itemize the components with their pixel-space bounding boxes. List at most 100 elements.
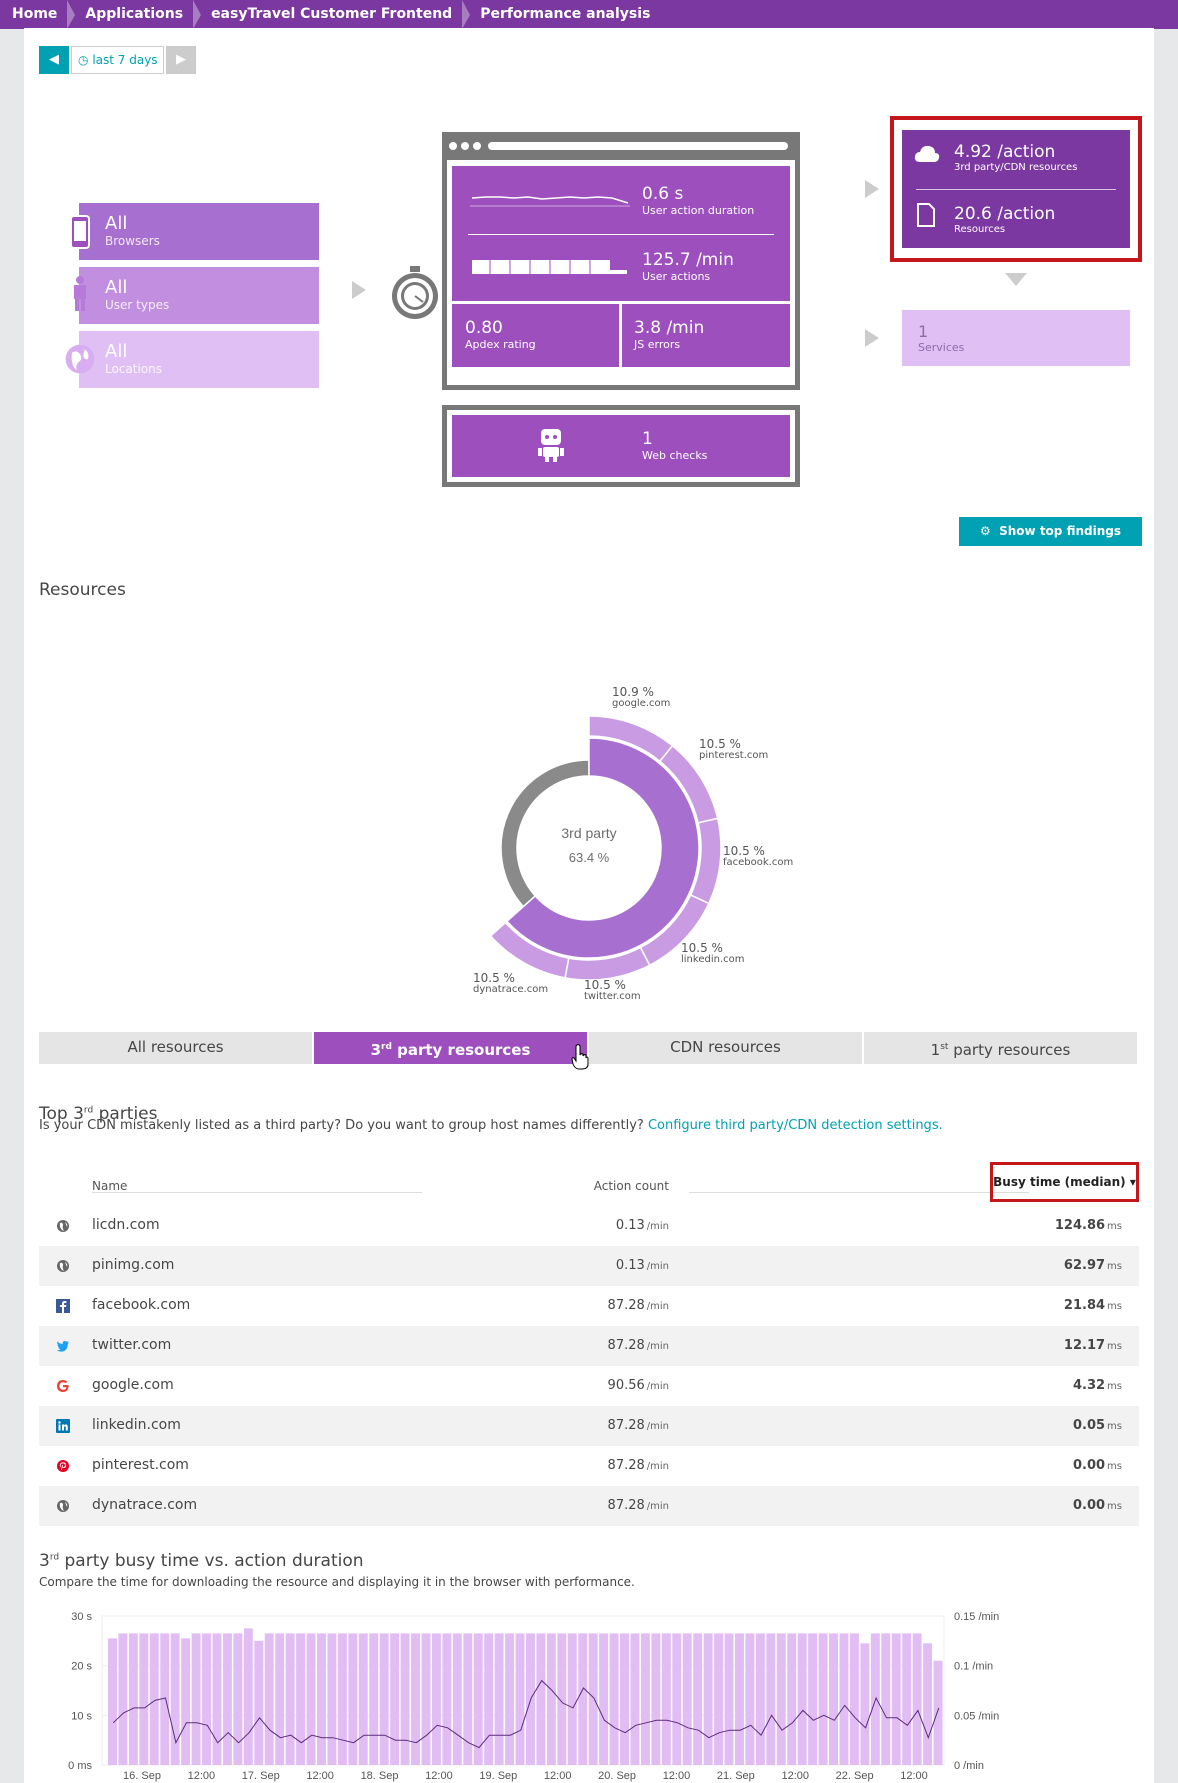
chart-bar[interactable]: [348, 1633, 358, 1765]
chart-bar[interactable]: [327, 1633, 337, 1765]
chart-bar[interactable]: [202, 1633, 211, 1765]
chart-bar[interactable]: [128, 1633, 138, 1765]
filter-locations[interactable]: All Locations: [79, 331, 319, 388]
timeframe-next-button[interactable]: ▶: [166, 46, 196, 74]
chart-bar[interactable]: [923, 1643, 933, 1765]
breadcrumb-application[interactable]: easyTravel Customer Frontend: [199, 0, 471, 29]
chart-bar[interactable]: [578, 1633, 588, 1765]
chart-bar[interactable]: [891, 1633, 901, 1765]
tab-third-party-resources[interactable]: 3rd party resources: [314, 1032, 587, 1064]
chart-bar[interactable]: [546, 1633, 556, 1765]
table-row[interactable]: twitter.com 87.28/min 12.17 ms: [39, 1326, 1139, 1366]
filter-user-types[interactable]: All User types: [79, 267, 319, 324]
chart-bar[interactable]: [839, 1633, 849, 1765]
chart-bar[interactable]: [473, 1633, 483, 1765]
timeframe-selector[interactable]: ◷ last 7 days: [71, 46, 164, 74]
breadcrumb-home[interactable]: Home: [0, 0, 76, 29]
chart-bar[interactable]: [693, 1633, 703, 1765]
table-row[interactable]: facebook.com 87.28/min 21.84 ms: [39, 1286, 1139, 1326]
chart-bar[interactable]: [808, 1633, 818, 1765]
chart-bar[interactable]: [170, 1633, 180, 1765]
filter-browsers[interactable]: All Browsers: [79, 203, 319, 260]
js-errors-panel[interactable]: 3.8 /min JS errors: [622, 304, 790, 367]
table-row[interactable]: dynatrace.com 87.28/min 0.00 ms: [39, 1486, 1139, 1526]
donut-slice-third-party[interactable]: [505, 737, 700, 959]
chart-bar[interactable]: [400, 1633, 410, 1765]
table-row[interactable]: linkedin.com 87.28/min 0.05 ms: [39, 1406, 1139, 1446]
chart-bar[interactable]: [588, 1633, 598, 1765]
chart-bar[interactable]: [254, 1640, 264, 1765]
chart-bar[interactable]: [661, 1633, 671, 1765]
chart-bar[interactable]: [411, 1633, 420, 1765]
column-header-action-count[interactable]: Action count: [593, 1179, 669, 1193]
chart-bar[interactable]: [452, 1633, 462, 1765]
tab-first-party-resources[interactable]: 1st party resources: [864, 1032, 1137, 1064]
chart-bar[interactable]: [233, 1633, 243, 1765]
chart-bar[interactable]: [160, 1633, 170, 1765]
tab-all-resources[interactable]: All resources: [39, 1032, 312, 1064]
chart-bar[interactable]: [149, 1633, 159, 1765]
chart-bar[interactable]: [536, 1633, 546, 1765]
chart-bar[interactable]: [849, 1633, 859, 1765]
chart-bar[interactable]: [337, 1633, 347, 1765]
breadcrumb-applications[interactable]: Applications: [73, 0, 201, 29]
chart-bar[interactable]: [108, 1638, 117, 1765]
chart-bar[interactable]: [484, 1633, 494, 1765]
chart-bar[interactable]: [118, 1633, 128, 1765]
chart-bar[interactable]: [264, 1633, 274, 1765]
chart-bar[interactable]: [672, 1633, 682, 1765]
chart-bar[interactable]: [222, 1633, 232, 1765]
chart-bar[interactable]: [755, 1633, 765, 1765]
chart-bar[interactable]: [275, 1633, 285, 1765]
chart-bar[interactable]: [421, 1633, 431, 1765]
chart-bar[interactable]: [557, 1633, 567, 1765]
chart-bar[interactable]: [515, 1633, 525, 1765]
chart-bar[interactable]: [243, 1628, 253, 1765]
chart-bar[interactable]: [442, 1633, 452, 1765]
chart-bar[interactable]: [369, 1633, 379, 1765]
user-actions-panel[interactable]: 0.6 s User action duration 125.7 /min Us…: [452, 166, 790, 301]
chart-bar[interactable]: [296, 1633, 306, 1765]
chart-bar[interactable]: [463, 1633, 473, 1765]
chart-bar[interactable]: [630, 1633, 640, 1765]
chart-bar[interactable]: [494, 1633, 504, 1765]
table-row[interactable]: licdn.com 0.13/min 124.86 ms: [39, 1206, 1139, 1246]
chart-bar[interactable]: [714, 1633, 724, 1765]
chart-bar[interactable]: [306, 1633, 316, 1765]
chart-bar[interactable]: [933, 1660, 943, 1765]
chart-bar[interactable]: [620, 1633, 629, 1765]
chart-bar[interactable]: [651, 1633, 661, 1765]
services-panel[interactable]: 1 Services: [902, 310, 1130, 366]
chart-bar[interactable]: [912, 1633, 922, 1765]
configure-detection-link[interactable]: Configure third party/CDN detection sett…: [647, 1118, 943, 1133]
chart-bar[interactable]: [285, 1633, 295, 1765]
third-party-panel[interactable]: 4.92 /action 3rd party/CDN resources 20.…: [902, 130, 1130, 248]
chart-bar[interactable]: [640, 1633, 650, 1765]
tab-cdn-resources[interactable]: CDN resources: [589, 1032, 862, 1064]
chart-bar[interactable]: [609, 1633, 619, 1765]
chart-bar[interactable]: [181, 1638, 191, 1765]
chart-bar[interactable]: [902, 1633, 912, 1765]
chart-bar[interactable]: [431, 1633, 441, 1765]
table-row[interactable]: google.com 90.56/min 4.32 ms: [39, 1366, 1139, 1406]
chart-bar[interactable]: [390, 1633, 400, 1765]
chart-bar[interactable]: [212, 1633, 222, 1765]
column-header-busy-time[interactable]: Busy time (median) ▾: [990, 1162, 1139, 1202]
chart-bar[interactable]: [703, 1633, 713, 1765]
table-row[interactable]: pinimg.com 0.13/min 62.97 ms: [39, 1246, 1139, 1286]
column-header-name[interactable]: Name: [92, 1179, 128, 1193]
chart-bar[interactable]: [745, 1633, 755, 1765]
table-row[interactable]: pinterest.com 87.28/min 0.00 ms: [39, 1446, 1139, 1486]
chart-bar[interactable]: [505, 1633, 515, 1765]
web-checks-panel[interactable]: 1 Web checks: [452, 415, 790, 477]
chart-bar[interactable]: [787, 1633, 797, 1765]
chart-bar[interactable]: [724, 1633, 734, 1765]
chart-bar[interactable]: [682, 1633, 692, 1765]
chart-bar[interactable]: [829, 1633, 838, 1765]
chart-bar[interactable]: [735, 1633, 744, 1765]
chart-bar[interactable]: [818, 1633, 828, 1765]
chart-bar[interactable]: [797, 1633, 807, 1765]
chart-bar[interactable]: [567, 1633, 577, 1765]
timeframe-prev-button[interactable]: ◀: [39, 46, 69, 74]
chart-bar[interactable]: [776, 1633, 786, 1765]
